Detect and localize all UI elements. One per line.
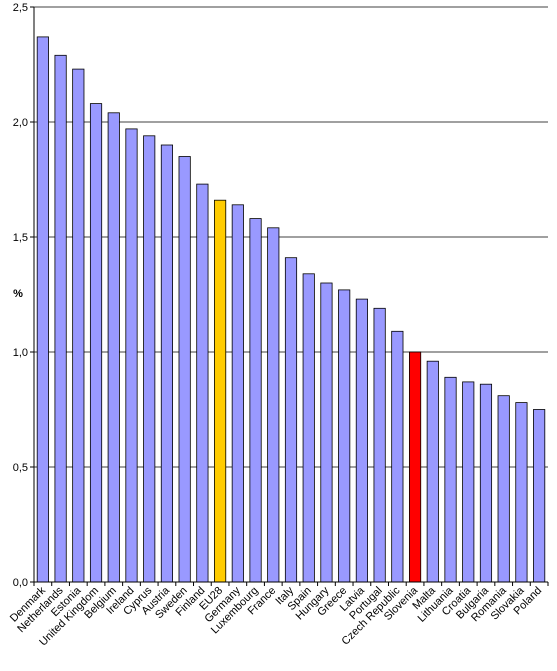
bar-united-kingdom	[89, 103, 103, 583]
bar-netherlands	[54, 54, 67, 583]
bar-romania	[497, 395, 510, 583]
bar-hungary	[320, 282, 333, 583]
bar-croatia	[462, 381, 475, 583]
bar-latvia	[355, 298, 368, 583]
bar-italy	[284, 257, 298, 583]
bar-sweden	[178, 156, 191, 583]
bar-finland	[196, 183, 209, 583]
bar-lithuania	[444, 376, 457, 583]
bar-slovakia	[515, 402, 528, 583]
bar-spain	[302, 273, 315, 583]
bar-ireland	[125, 128, 138, 583]
y-tick-labels: 0,0 0,5 1,0 1,5 2,0 2,5	[13, 2, 28, 589]
y-tick-label: 2,5	[13, 2, 28, 14]
y-tick-label: 0,0	[13, 577, 28, 589]
bar-luxembourg	[249, 218, 262, 583]
axes	[30, 6, 549, 586]
y-tick-label: 2,0	[13, 117, 28, 129]
bar-slovenia	[408, 351, 422, 583]
y-tick-label: 1,0	[13, 347, 28, 359]
bar-germany	[231, 204, 244, 583]
bars	[36, 36, 546, 583]
bar-eu28	[214, 199, 227, 583]
y-tick-label: 1,5	[13, 232, 28, 244]
y-tick-label: 0,5	[13, 462, 28, 474]
bar-bulgaria	[479, 383, 493, 583]
bar-malta	[426, 360, 439, 583]
bar-poland	[533, 409, 546, 583]
bar-portugal	[373, 307, 386, 583]
bar-estonia	[72, 68, 85, 583]
bar-france	[267, 227, 280, 583]
y-axis-title: %	[13, 288, 23, 300]
bar-greece	[338, 289, 351, 583]
bar-austria	[160, 144, 174, 583]
bar-belgium	[107, 112, 120, 583]
bar-denmark	[36, 36, 49, 583]
bar-cyprus	[143, 135, 156, 583]
bar-czech-republic	[391, 330, 404, 583]
